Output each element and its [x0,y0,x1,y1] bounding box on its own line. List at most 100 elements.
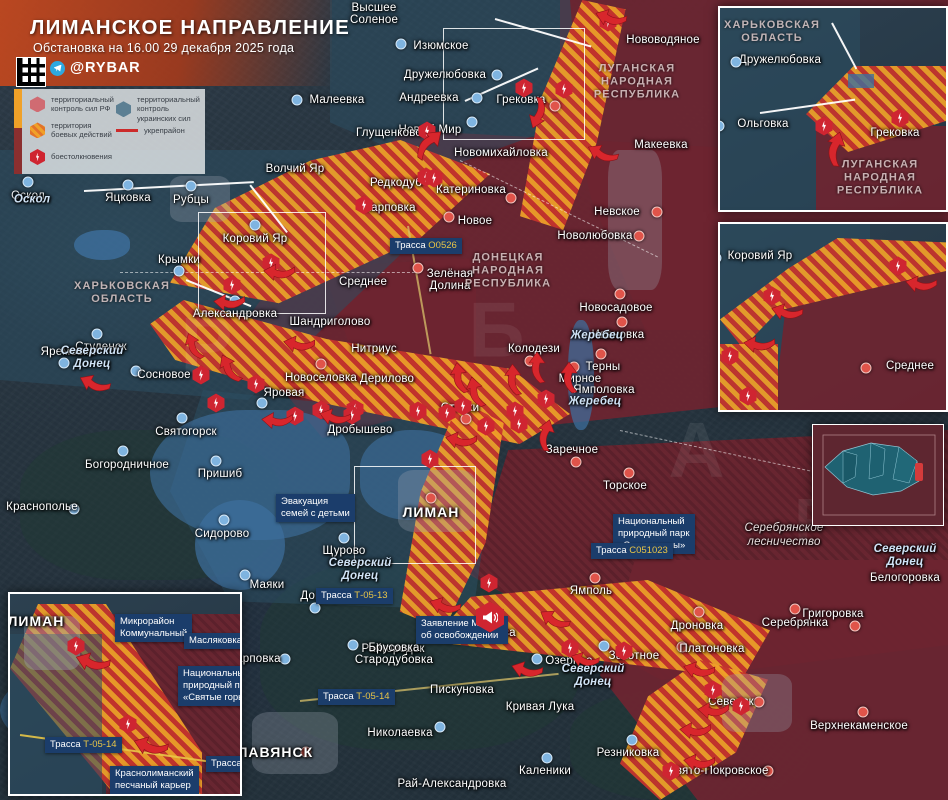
inset-liman[interactable]: ЛИМАН Микрорайон Коммунальный Масляковка На… [8,592,242,796]
clash-marker[interactable] [67,636,85,656]
clash-marker[interactable] [192,365,210,385]
inset-label: Трасса Т-05-14 [45,737,122,753]
legend-label: территориальный контроль сил РФ [51,95,114,114]
settlement-dot [614,288,626,300]
settlement-label: Святогорск [155,426,217,438]
clash-marker[interactable] [615,641,633,661]
advance-arrow [181,328,210,364]
clash-marker[interactable] [223,275,241,295]
region-label: ХАРЬКОВСКАЯ ОБЛАСТЬ [74,280,170,305]
settlement-label: Пискуновка [430,684,494,696]
inset-koroviy-yar[interactable]: Коровий Яр Среднее [718,222,948,412]
clash-marker[interactable] [438,403,456,423]
settlement-label: Щурово [322,545,366,557]
inset-source-frame [443,28,585,140]
clash-marker[interactable] [561,638,579,658]
clash-marker[interactable] [425,168,443,188]
clash-marker[interactable] [891,108,909,128]
clash-marker[interactable] [815,116,833,136]
clash-marker[interactable] [409,401,427,421]
clash-marker[interactable] [732,696,750,716]
settlement-dot [471,92,483,104]
map-callout: Эвакуация семей с детьми [276,494,355,522]
forestry-label: Серебрянское лесничество [744,522,824,548]
clash-marker[interactable] [739,386,757,406]
inset-label: Грековка [870,127,920,139]
region-label: ДОНЕЦКАЯ НАРОДНАЯ РЕСПУБЛИКА [464,251,552,290]
clash-marker[interactable] [247,374,265,394]
clash-marker[interactable] [763,286,781,306]
qr-code-icon[interactable] [16,57,46,87]
settlement-dot [676,641,688,653]
advance-arrow [821,129,855,172]
settlement-label: Студенок [75,341,127,353]
highway-number: Т-05-14 [83,739,117,750]
clash-marker[interactable] [662,761,680,781]
settlement-label: Катериновка [436,184,506,196]
advance-arrow [262,257,299,284]
inset-ukraine-locator[interactable] [812,424,944,526]
river-label: Северский Донец [60,344,124,370]
settlement-label: Дробышево [327,424,393,436]
advance-arrow [678,715,714,740]
legend-label: территория боевых действий [51,121,112,140]
inset-grekovka[interactable]: ХАРЬКОВСКАЯ ОБЛАСТЬ Дружелюбовка Ольговка Г… [718,6,948,212]
channel-name: @RYBAR [70,60,141,76]
settlement-label: Яремовка [40,346,96,358]
inset-label: Дружелюбовка [738,54,822,66]
clash-marker[interactable] [537,389,555,409]
settlement-label: Кривая Лука [505,701,575,713]
inset-label: Микрорайон Коммунальный [115,614,193,642]
settlement-label: Малеевка [309,94,365,106]
settlement-dot [22,176,34,188]
settlement-dot [626,734,638,746]
advance-arrow [519,92,552,132]
settlement-dot [541,752,553,764]
settlement-label: Колодези [508,343,560,355]
clash-marker[interactable] [454,396,472,416]
settlement-label: Макеевка [634,139,688,151]
settlement-dot [91,328,103,340]
legend-label: укрепрайон [144,126,185,135]
clash-marker[interactable] [207,393,225,413]
settlement-label: Ямполь [569,585,613,597]
clash-marker[interactable] [477,416,495,436]
clash-marker[interactable] [889,256,907,276]
settlement-label: Грековка [496,94,546,106]
clash-marker[interactable] [510,414,528,434]
settlement-label: Платоновка [679,643,745,655]
settlement-label: Дружелюбовка [403,69,487,81]
settlement-label: Ивановка [591,329,645,341]
clash-marker[interactable] [721,346,739,366]
settlement-dot [185,180,197,192]
clash-marker[interactable] [355,195,373,215]
river-label: Оскол [13,193,51,206]
settlement-dot [434,721,446,733]
settlement-label: Богородничное [84,459,170,471]
settlement-label: Карповка [229,653,281,665]
advance-arrow [504,363,527,398]
clash-marker[interactable] [119,714,137,734]
settlement-dot [338,532,350,544]
settlement-label: Нитриус [351,343,397,355]
settlement-dot [753,696,765,708]
inset-label: ХАРЬКОВСКАЯ ОБЛАСТЬ [724,19,820,44]
settlement-label: Глущенково [355,127,423,139]
clash-marker[interactable] [515,78,533,98]
advance-arrow [696,695,732,720]
clash-marker[interactable] [555,79,573,99]
settlement-dot [589,572,601,584]
settlement-dot [130,365,142,377]
telegram-channel[interactable]: @RYBAR [50,60,141,76]
region-label: ЛУГАНСКАЯ НАРОДНАЯ РЕСПУБЛИКА [593,62,681,101]
clash-marker[interactable] [421,449,439,469]
highway-number: С051023 [629,545,668,556]
clash-marker[interactable] [704,680,722,700]
settlement-dot [122,179,134,191]
map-callout: Трасса О0526 [390,238,462,254]
inset-label: ЛИМАН [8,613,65,629]
clash-marker[interactable] [480,573,498,593]
settlement-dot [623,467,635,479]
legend-panel: территориальный контроль сил РФ территор… [22,89,205,174]
